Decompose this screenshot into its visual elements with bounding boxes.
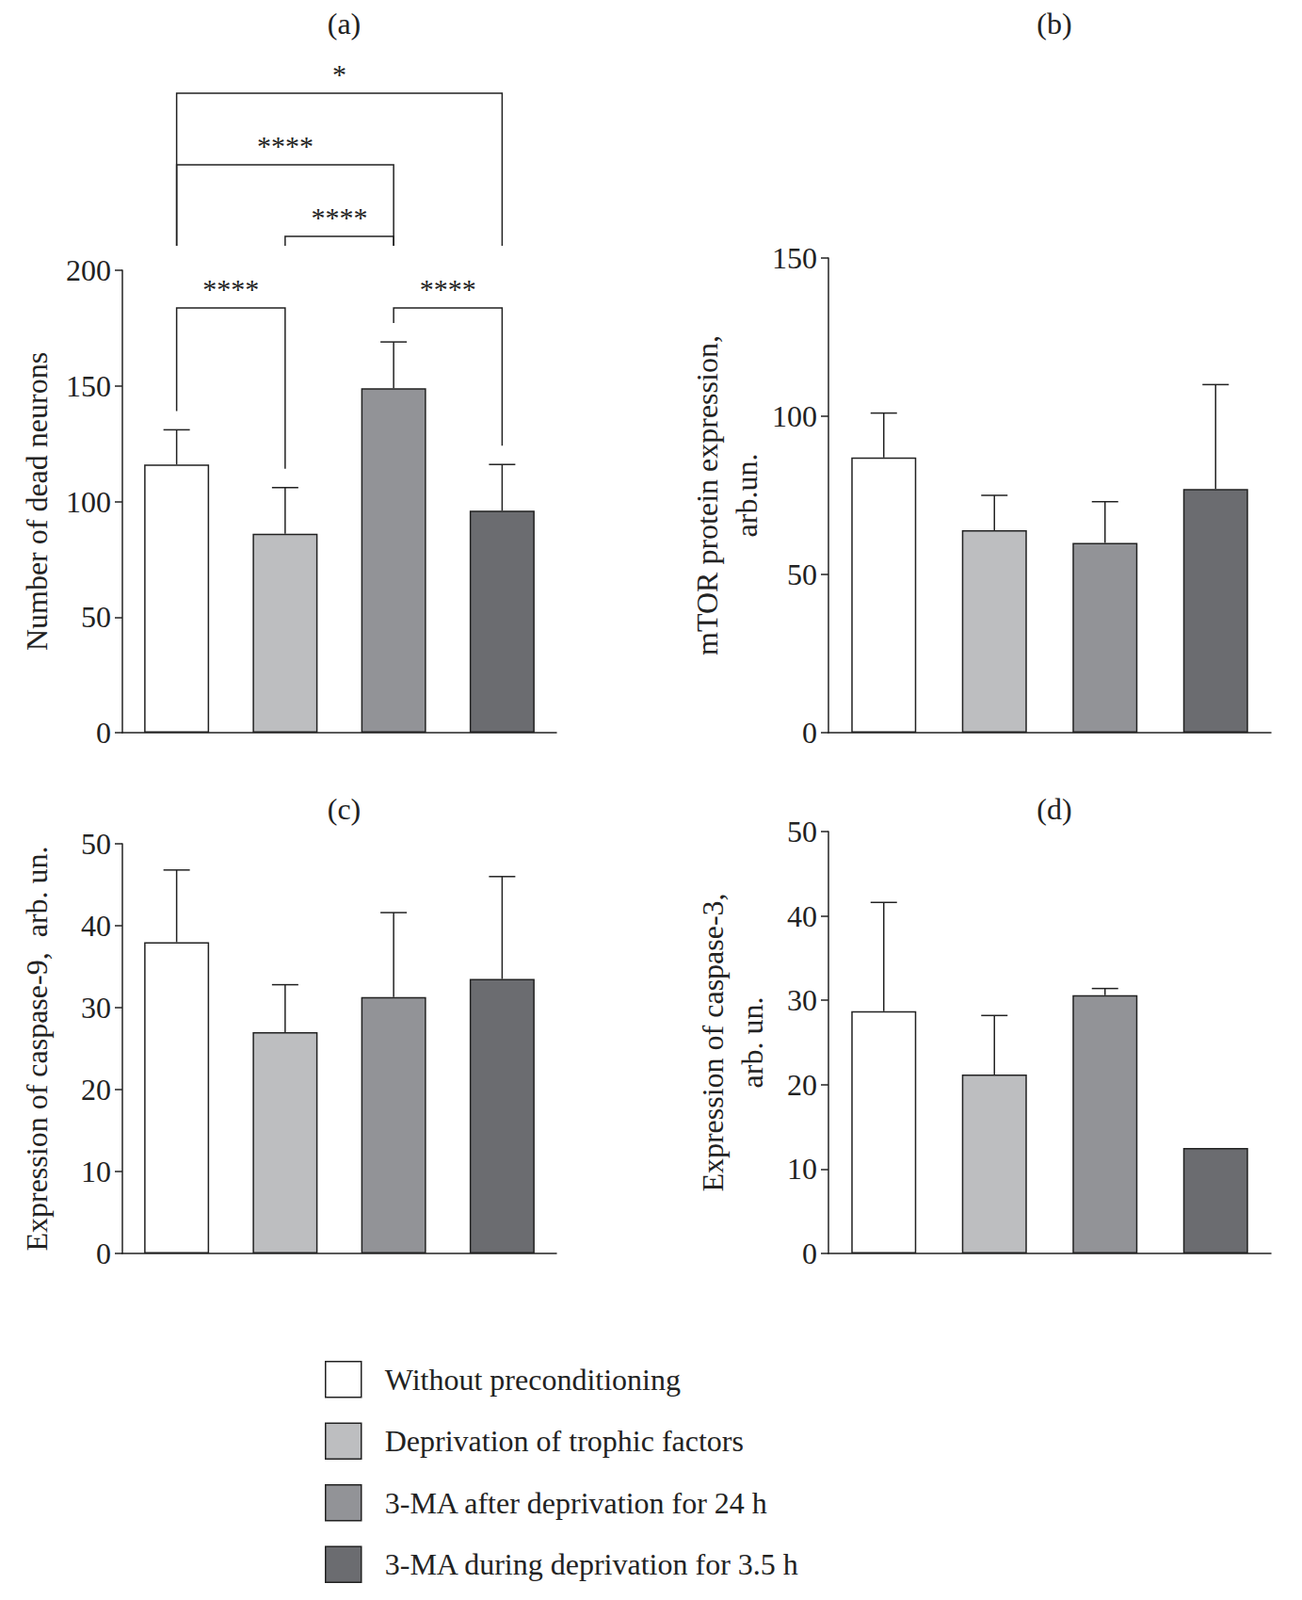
- svg-text:10: 10: [80, 1154, 112, 1189]
- svg-text:(a): (a): [327, 6, 362, 41]
- svg-text:0: 0: [96, 1236, 112, 1270]
- svg-text:50: 50: [80, 599, 112, 634]
- svg-text:150: 150: [65, 369, 112, 403]
- svg-text:0: 0: [802, 1236, 818, 1270]
- svg-text:Without preconditioning: Without preconditioning: [385, 1362, 681, 1397]
- svg-text:100: 100: [771, 399, 818, 434]
- svg-text:50: 50: [787, 814, 818, 849]
- svg-text:10: 10: [787, 1151, 818, 1186]
- svg-text:****: ****: [257, 129, 314, 161]
- svg-text:3-MA after deprivation for 24: 3-MA after deprivation for 24 h: [385, 1485, 768, 1520]
- svg-text:200: 200: [65, 253, 112, 288]
- svg-text:100: 100: [65, 484, 112, 519]
- svg-text:Expression of caspase-3,: Expression of caspase-3,: [695, 892, 730, 1191]
- svg-text:50: 50: [787, 557, 818, 592]
- svg-text:20: 20: [787, 1067, 818, 1102]
- svg-text:mTOR protein expression,: mTOR protein expression,: [690, 335, 724, 656]
- svg-text:150: 150: [771, 241, 818, 275]
- svg-text:0: 0: [96, 715, 112, 750]
- svg-text:30: 30: [80, 990, 112, 1025]
- svg-text:3-MA during deprivation for 3.: 3-MA during deprivation for 3.5 h: [385, 1546, 799, 1581]
- svg-text:Deprivation of trophic factors: Deprivation of trophic factors: [385, 1423, 744, 1458]
- svg-text:50: 50: [80, 826, 112, 861]
- svg-text:40: 40: [80, 908, 112, 943]
- svg-text:30: 30: [787, 982, 818, 1017]
- svg-text:20: 20: [80, 1072, 112, 1107]
- svg-text:(b): (b): [1036, 6, 1072, 41]
- svg-text:arb.un.: arb.un.: [729, 453, 764, 538]
- svg-text:Expression of caspase-9, arb.: Expression of caspase-9, arb. un.: [19, 845, 54, 1251]
- svg-text:arb. un.: arb. un.: [735, 996, 770, 1089]
- svg-text:Number of dead neurons: Number of dead neurons: [19, 352, 54, 651]
- svg-text:(d): (d): [1036, 791, 1072, 826]
- svg-text:****: ****: [311, 201, 369, 233]
- svg-text:40: 40: [787, 899, 818, 933]
- svg-text:(c): (c): [327, 791, 362, 826]
- svg-text:****: ****: [419, 273, 477, 305]
- svg-text:0: 0: [802, 715, 818, 750]
- svg-text:*: *: [332, 58, 347, 90]
- svg-text:****: ****: [202, 273, 259, 305]
